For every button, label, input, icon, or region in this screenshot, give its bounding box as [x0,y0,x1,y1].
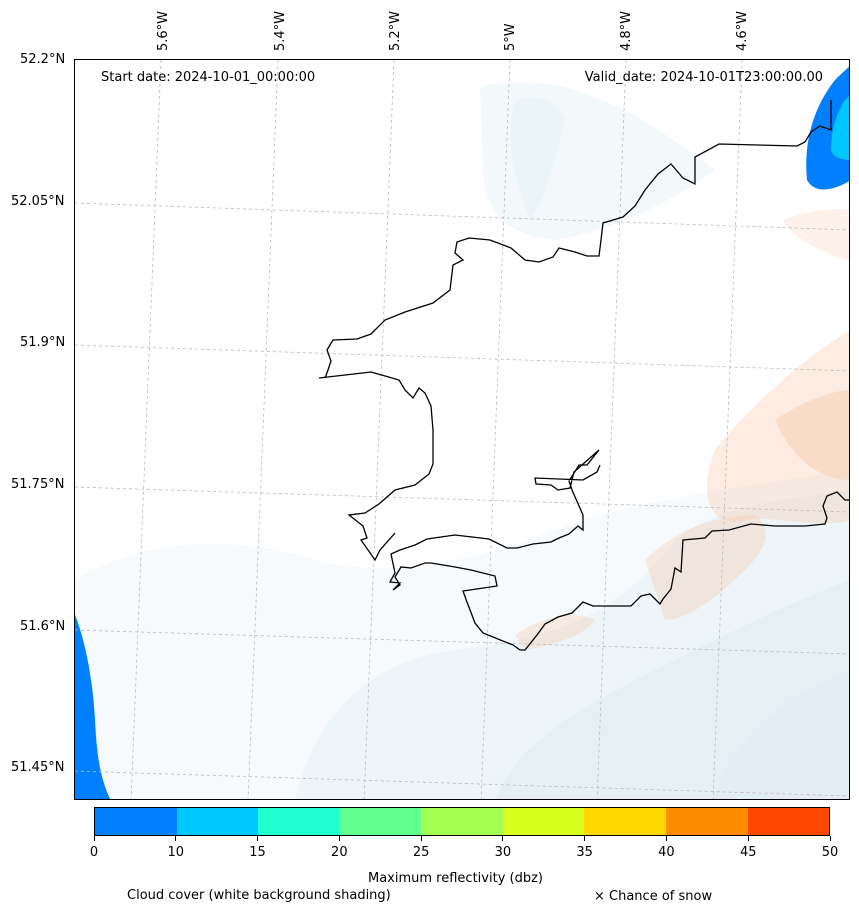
map-panel: Start date: 2024-10-01_00:00:00 Valid_da… [74,59,850,800]
map-canvas [75,60,849,799]
colorbar-tick [175,836,177,841]
colorbar-tick [502,836,504,841]
colorbar-bin-20-25 [339,808,422,835]
colorbar-tick [665,836,667,841]
lon-label-5-6w: 5.6°W [156,10,171,51]
colorbar-tick-label: 10 [167,845,185,860]
colorbar-title: Maximum reflectivity (dbz) [368,871,543,886]
lon-label-5-2w: 5.2°W [388,10,403,51]
lon-label-4-6w: 4.6°W [735,10,750,51]
colorbar-bin-0-10 [95,808,177,835]
coastline-south [388,449,849,651]
colorbar-bin-30-35 [502,808,585,835]
snow-legend: × Chance of snow [594,889,713,904]
lat-label-51-9n: 51.9°N [20,335,66,350]
lon-label-5w: 5°W [503,23,518,51]
colorbar-tick-label: 35 [576,845,593,860]
colorbar-tick [338,836,340,841]
colorbar-tick [584,836,586,841]
colorbar-tick-label: 40 [658,845,675,860]
lat-label-51-6n: 51.6°N [20,619,66,634]
colorbar-bin-45-50 [747,808,830,835]
colorbar-tick-label: 15 [249,845,266,860]
colorbar-tick-label: 25 [412,845,430,860]
colorbar-tick-label: 45 [739,845,757,860]
colorbar-tick [257,836,259,841]
colorbar-tick-label: 50 [821,845,839,860]
colorbar-tick-label: 20 [331,845,348,860]
lat-label-51-45n: 51.45°N [11,760,65,775]
colorbar-bin-15-20 [258,808,340,835]
coastline [324,100,832,379]
lat-label-52-05n: 52.05°N [11,194,65,209]
colorbar-tick-label: 30 [494,845,512,860]
colorbar-bin-25-30 [421,808,503,835]
colorbar-tick [93,836,95,841]
graticule [75,60,849,799]
cloud-cover-shading [75,82,849,799]
start-date-label: Start date: 2024-10-01_00:00:00 [101,70,316,85]
radar-returns [75,66,849,799]
colorbar-tick [829,836,831,841]
colorbar-tick-label: 0 [89,845,99,860]
cloud-cover-legend: Cloud cover (white background shading) [127,888,391,903]
colorbar-bin-35-40 [584,808,666,835]
coastline-west [318,371,434,562]
lon-label-5-4w: 5.4°W [273,10,288,51]
reflectivity-colorbar [94,807,830,836]
warm-shading [515,209,849,650]
colorbar-bin-10-15 [176,808,259,835]
lon-label-4-8w: 4.8°W [619,10,634,51]
colorbar-bin-40-45 [665,808,748,835]
valid-date-label: Valid_date: 2024-10-01T23:00:00.00 [584,70,823,85]
colorbar-tick [420,836,422,841]
lat-label-51-75n: 51.75°N [11,477,65,492]
lat-label-52-2n: 52.2°N [20,52,66,67]
colorbar-tick [747,836,749,841]
